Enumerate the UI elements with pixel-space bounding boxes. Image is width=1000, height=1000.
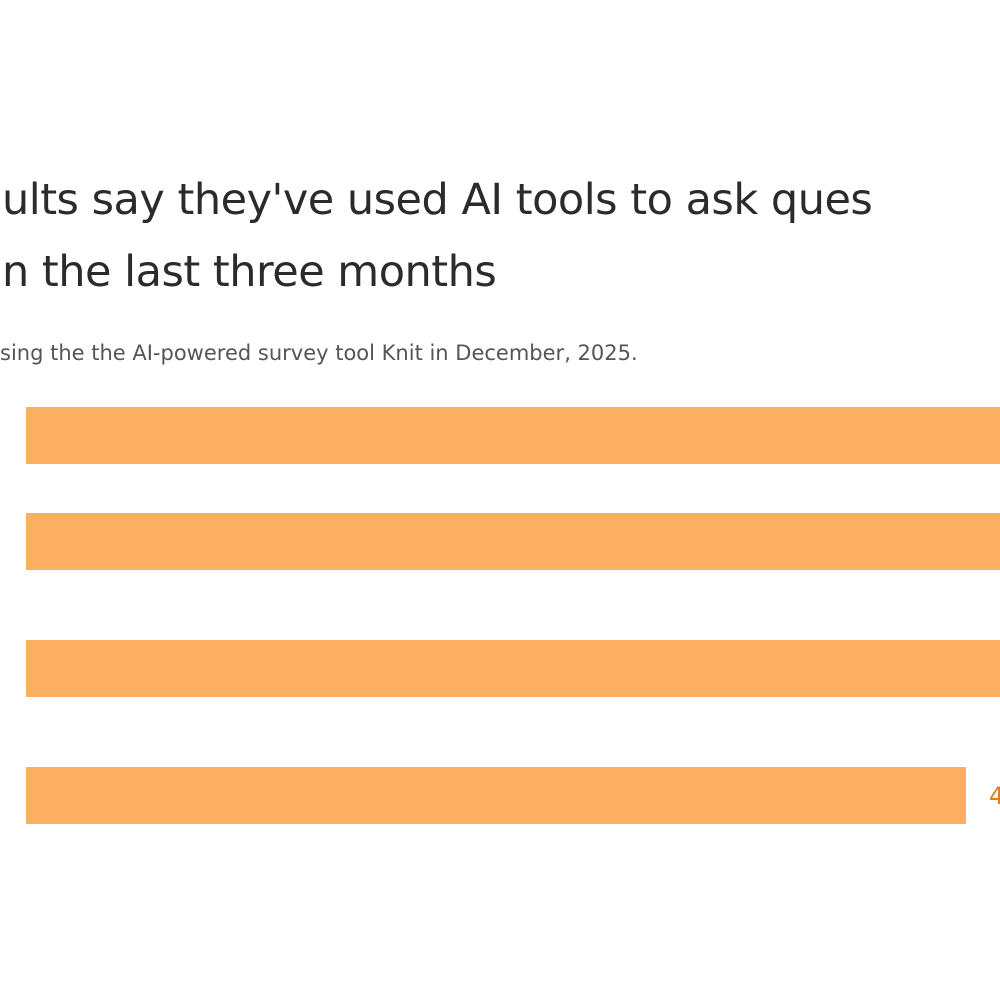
bar [26,407,1000,464]
subtitle: sing the the AI-powered survey tool Knit… [0,341,638,365]
bar [26,640,1000,697]
bar [26,767,966,824]
bar-label: 4 [989,782,1000,810]
title-line: n the last three months [2,247,496,297]
title-line: ults say they've used AI tools to ask qu… [2,175,872,225]
bar [26,513,1000,570]
